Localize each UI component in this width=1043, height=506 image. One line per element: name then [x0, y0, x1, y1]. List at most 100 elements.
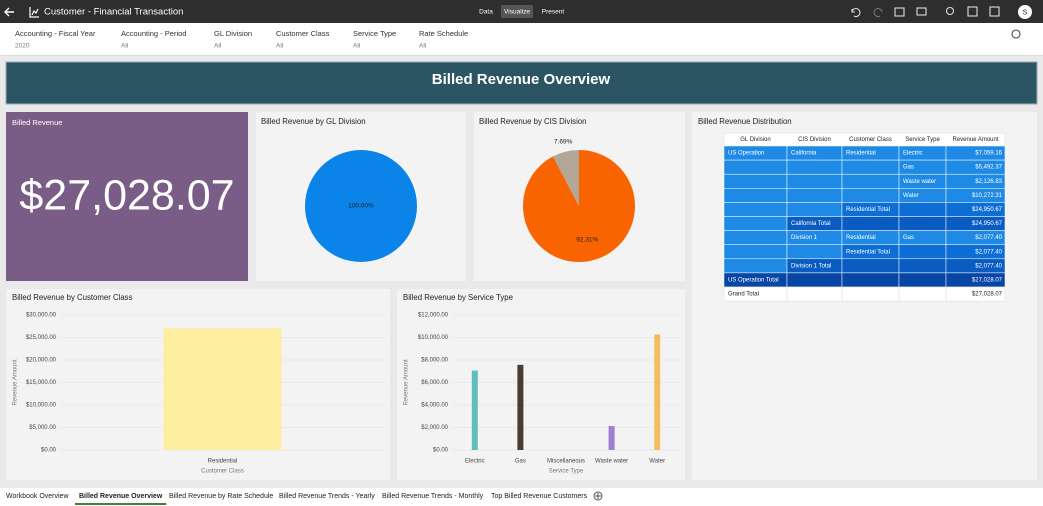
bar[interactable] [163, 328, 282, 450]
y-tick-label: $8,000.00 [421, 358, 448, 364]
table-cell [786, 159, 843, 175]
y-tick-label: $15,000.00 [26, 380, 57, 386]
cell-text: Residential Total [846, 207, 890, 213]
filter-label[interactable]: Rate Schedule [419, 29, 468, 38]
y-axis-title: Revenue Amount [404, 359, 410, 405]
filter-label[interactable]: Service Type [353, 29, 396, 38]
banner [5, 61, 1038, 105]
table-cell [723, 159, 788, 175]
undo[interactable] [851, 8, 861, 18]
table-cell [723, 202, 788, 217]
sheet-tab[interactable]: Billed Revenue by Rate Schedule [169, 493, 273, 500]
y-axis-title: Revenue Amount [13, 359, 19, 405]
table-title: Billed Revenue Distribution [698, 117, 792, 126]
insight-icon[interactable] [945, 6, 955, 16]
chart-title: Billed Revenue by GL Division [261, 117, 366, 126]
sheet-tab[interactable]: Billed Revenue Overview [79, 493, 163, 500]
kpi-value: $27,028.07 [19, 171, 234, 219]
table-cell [786, 244, 843, 260]
toolbar-icons [851, 6, 1021, 39]
cell-text: Gas [903, 165, 914, 171]
cell-text: Residential [846, 151, 876, 157]
cell-text: US Operation [728, 151, 764, 157]
save-icon[interactable] [989, 6, 1000, 17]
bar[interactable] [471, 370, 478, 450]
cell-text: $2,126.83 [975, 179, 1002, 185]
cell-text: $27,028.07 [972, 278, 1003, 284]
table-cell [898, 272, 947, 288]
sheet-tab[interactable]: Workbook Overview [6, 493, 69, 500]
cell-text: California [791, 151, 817, 157]
cell-text: Waste water [903, 179, 936, 185]
cell-text: Division 1 [791, 235, 818, 241]
pie-slice [523, 150, 636, 263]
column-header: Service Type [905, 137, 940, 143]
x-tick-label: Miscellaneous [547, 459, 585, 465]
mode-tab[interactable]: Data [479, 9, 493, 16]
table-cell [898, 216, 947, 231]
chart-title: Billed Revenue by Service Type [403, 293, 513, 302]
cell-text: Water [903, 193, 919, 199]
avatar-initial: S [1023, 9, 1028, 16]
data-label: 100.00% [348, 203, 374, 210]
table-cell [841, 159, 900, 175]
card [397, 289, 685, 480]
filter-label[interactable]: Accounting - Fiscal Year [15, 29, 96, 38]
y-tick-label: $10,000.00 [26, 403, 57, 409]
filter-label[interactable]: GL Division [214, 29, 252, 38]
data-icon[interactable] [894, 7, 905, 17]
cell-text: $10,272.31 [972, 193, 1003, 199]
bar[interactable] [608, 426, 615, 450]
y-tick-label: $30,000.00 [26, 313, 57, 319]
sheet-tab[interactable]: Billed Revenue Trends - Monthly [382, 493, 484, 500]
table-cell [841, 272, 900, 288]
cell-text: $27,028.07 [972, 292, 1003, 298]
chart-title: Billed Revenue by Customer Class [12, 293, 133, 302]
mode-tab[interactable]: Visualize [504, 9, 530, 16]
filter-value: All [121, 43, 129, 50]
banner-title: Billed Revenue Overview [432, 71, 611, 88]
filter-label[interactable]: Accounting - Period [121, 29, 186, 38]
back-button[interactable] [4, 7, 14, 17]
cell-text: US Operation Total [728, 278, 779, 284]
chart-title: Billed Revenue by CIS Division [479, 117, 586, 126]
y-tick-label: $25,000.00 [26, 335, 57, 341]
filter-value: All [419, 43, 427, 50]
avatar[interactable] [1018, 5, 1032, 19]
table-cell [723, 188, 788, 203]
cell-text: $2,077.40 [975, 263, 1002, 269]
settings-icon[interactable] [1011, 29, 1021, 39]
pie-slice [552, 150, 579, 206]
cell-text: Division 1 Total [791, 263, 831, 269]
filter-value: All [353, 43, 361, 50]
mode-tab[interactable]: Present [542, 9, 565, 16]
tab-highlight [501, 5, 533, 18]
bar[interactable] [654, 334, 661, 450]
y-tick-label: $10,000.00 [418, 335, 449, 341]
comment-icon[interactable] [916, 7, 927, 16]
preview-icon[interactable] [967, 6, 978, 17]
sheet-tab[interactable]: Billed Revenue Trends - Yearly [279, 493, 375, 500]
workbook-icon [29, 7, 39, 18]
redo[interactable] [873, 8, 883, 18]
cell-text: $7,059.16 [975, 151, 1002, 157]
table-cell [723, 258, 788, 274]
bar[interactable] [517, 364, 524, 450]
filter-value: 2020 [15, 43, 30, 50]
y-tick-label: $2,000.00 [421, 425, 448, 431]
cell-text: Residential Total [846, 249, 890, 255]
table-cell [841, 188, 900, 203]
sheet-tab[interactable]: Top Billed Revenue Customers [491, 493, 588, 500]
y-tick-label: $20,000.00 [26, 358, 57, 364]
table-cell [723, 244, 788, 260]
table-cell [898, 244, 947, 260]
add-tab[interactable] [593, 491, 603, 501]
table-cell [786, 173, 843, 189]
filter-label[interactable]: Customer Class [276, 29, 330, 38]
column-header: GL Division [740, 137, 770, 143]
x-tick-label: Water [649, 459, 665, 465]
table-cell [841, 286, 900, 302]
x-tick-label: Gas [515, 459, 526, 465]
kpi-card [6, 112, 248, 281]
